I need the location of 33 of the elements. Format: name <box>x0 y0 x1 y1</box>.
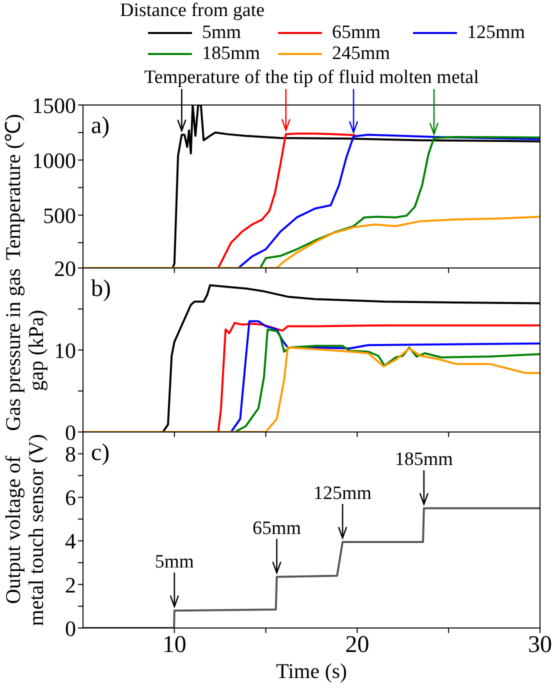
line-series <box>83 346 540 432</box>
y-tick-label: 6 <box>65 485 76 510</box>
annotation: 65mm <box>252 518 302 539</box>
annotation: 185mm <box>394 449 454 470</box>
legend-label: 125mm <box>467 22 526 43</box>
annotation: 5mm <box>154 552 194 573</box>
legend-label: 245mm <box>332 43 390 64</box>
legend-label: 185mm <box>202 43 260 64</box>
legend-title: Distance from gate <box>120 0 266 22</box>
annotation: a) <box>91 113 110 139</box>
x-tick-label: 30 <box>528 632 552 658</box>
y-axis-title: Temperature (℃) <box>1 112 25 262</box>
annotation: 125mm <box>314 482 372 504</box>
annotation: b) <box>91 276 111 302</box>
y-axis-title: Gas pressure in gas gap (kPa) <box>1 268 48 432</box>
y-tick-label: 20 <box>54 256 76 281</box>
y-tick-label: 2 <box>65 572 76 598</box>
line-series <box>83 216 540 268</box>
legend-label: 65mm <box>332 22 381 43</box>
y-tick-label: 1000 <box>32 148 76 173</box>
x-axis-title: Time (s) <box>275 659 348 683</box>
y-tick-label: 10 <box>54 338 76 363</box>
annotation: Temperature of the tip of fluid molten metal <box>144 67 479 88</box>
y-axis-title: Output voltage of metal touch sensor (V) <box>1 433 48 628</box>
annotation: c) <box>91 440 110 466</box>
y-tick-label: 0 <box>65 616 76 641</box>
y-tick-label: 500 <box>43 202 76 228</box>
x-tick-label: 10 <box>162 632 186 658</box>
legend-label: 5mm <box>202 22 242 43</box>
y-tick-label: 4 <box>65 528 76 554</box>
x-tick-label: 20 <box>345 632 370 658</box>
line-series <box>83 507 540 628</box>
y-tick-label: 1500 <box>32 92 76 118</box>
